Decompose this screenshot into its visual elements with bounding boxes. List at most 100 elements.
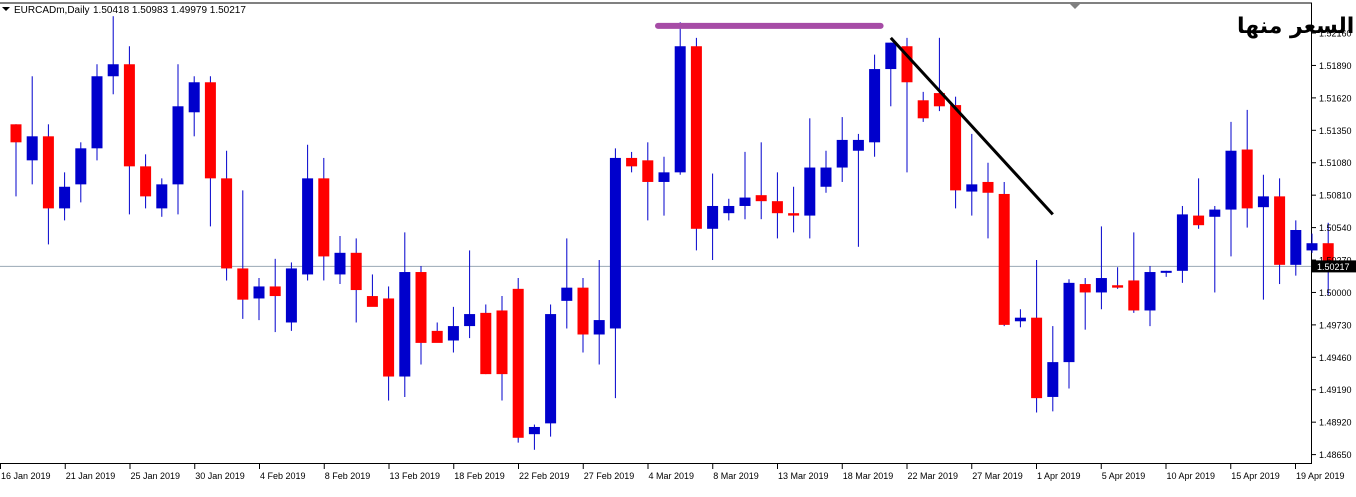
candle [593, 260, 605, 365]
candle-body [156, 184, 168, 209]
candle [172, 64, 184, 215]
candle [1095, 226, 1107, 310]
candle-body [1063, 282, 1075, 363]
date-tick-label: 19 Apr 2019 [1296, 471, 1345, 481]
candle [998, 181, 1010, 327]
candle-body [593, 320, 605, 335]
candle [140, 154, 152, 209]
candle [285, 262, 297, 331]
candle [1274, 178, 1286, 285]
candle [755, 142, 767, 220]
candle [156, 178, 168, 217]
date-tick-label: 4 Feb 2019 [260, 471, 306, 481]
candle [1014, 309, 1026, 328]
candle [820, 150, 832, 193]
candle [415, 266, 427, 365]
candle-body [302, 178, 314, 275]
candle-body [658, 172, 670, 182]
candle-body [464, 314, 476, 327]
candle [642, 142, 654, 221]
candle [804, 118, 816, 239]
candle-body [901, 46, 913, 83]
candle-body [1257, 196, 1269, 208]
candle-body [123, 64, 135, 167]
candle-body [1241, 149, 1253, 209]
candle [1193, 178, 1205, 229]
price-tick-label: 1.50540 [1319, 223, 1352, 233]
candle [1031, 260, 1043, 413]
candle [869, 54, 881, 157]
candle-body [496, 310, 508, 375]
candle [10, 124, 22, 197]
candle [1047, 326, 1059, 412]
candle-body [739, 197, 751, 206]
candle-body [609, 157, 621, 329]
date-tick-label: 13 Feb 2019 [390, 471, 441, 481]
candle-body [1322, 243, 1334, 267]
candle [123, 46, 135, 215]
candle [1209, 205, 1221, 293]
date-tick-label: 13 Mar 2019 [778, 471, 829, 481]
candle [107, 16, 119, 95]
candle [917, 91, 929, 122]
candle [447, 306, 459, 353]
candle [42, 124, 54, 245]
candle-body [690, 46, 702, 229]
candle [480, 304, 492, 375]
price-tick-label: 1.51890 [1319, 61, 1352, 71]
candle-body [383, 298, 395, 377]
chart-menu-triangle-icon[interactable] [2, 7, 10, 11]
candle-body [1031, 317, 1043, 399]
candle [221, 150, 233, 281]
candle-body [447, 326, 459, 341]
date-tick-label: 27 Feb 2019 [584, 471, 635, 481]
candle [1128, 232, 1140, 313]
candle [739, 151, 751, 220]
price-tick-label: 1.50810 [1319, 191, 1352, 201]
candle [237, 190, 249, 319]
candle-body [140, 166, 152, 197]
candle-body [334, 252, 346, 275]
candle [334, 236, 346, 285]
candle-body [366, 296, 378, 307]
date-axis: 16 Jan 2019 21 Jan 2019 25 Jan 2019 30 Jan … [0, 464, 1345, 481]
date-tick-label: 1 Apr 2019 [1037, 471, 1081, 481]
candle-body [42, 136, 54, 209]
candle [577, 278, 589, 353]
chart-shift-marker-icon[interactable] [1070, 4, 1080, 9]
candle [1257, 174, 1269, 300]
candle [1176, 205, 1188, 283]
price-tick-label: 1.48920 [1319, 418, 1352, 428]
candle-body [188, 82, 200, 113]
candle-body [75, 148, 87, 185]
candle [1290, 220, 1302, 276]
candle-body [1160, 270, 1172, 273]
candle-body [933, 93, 945, 107]
candle-body [1047, 362, 1059, 397]
candle-body [480, 312, 492, 375]
candle [1241, 109, 1253, 228]
date-tick-label: 25 Jan 2019 [131, 471, 181, 481]
candle-body [269, 286, 281, 297]
candle [674, 22, 686, 175]
candle-body [318, 178, 330, 257]
trend-line[interactable] [889, 36, 1054, 216]
candle-body [1079, 284, 1091, 293]
candle-body [1225, 150, 1237, 210]
candle-body [642, 160, 654, 182]
candle-body [982, 181, 994, 193]
date-tick-label: 5 Apr 2019 [1102, 471, 1146, 481]
candle-body [204, 82, 216, 179]
candle [431, 322, 443, 343]
candle [1079, 278, 1091, 330]
candle-body [1209, 209, 1221, 217]
date-tick-label: 22 Feb 2019 [519, 471, 570, 481]
candle [626, 151, 638, 173]
price-tick-label: 1.52160 [1319, 29, 1352, 39]
candle [512, 278, 524, 443]
symbol-label: EURCADm,Daily [14, 5, 90, 16]
candle-body [1128, 280, 1140, 311]
candle-body [26, 136, 38, 161]
